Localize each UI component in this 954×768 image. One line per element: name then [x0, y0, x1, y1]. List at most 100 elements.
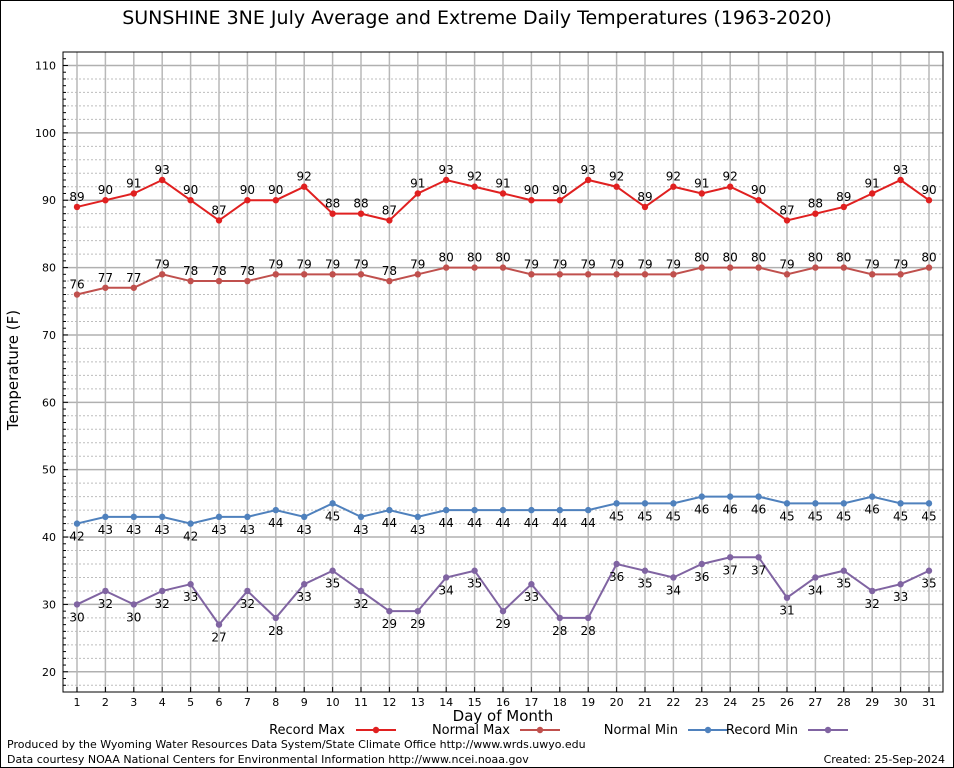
- record-max-data-label: 91: [694, 176, 709, 190]
- normal-min-data-label: 43: [126, 523, 141, 537]
- x-tick-label: 4: [159, 696, 166, 709]
- normal-max-point: [641, 271, 649, 278]
- normal-max-point: [727, 264, 734, 271]
- normal-max-data-label: 79: [609, 257, 624, 271]
- record-min-data-label: 28: [552, 624, 567, 638]
- normal-min-data-label: 43: [353, 523, 368, 537]
- normal-max-point: [357, 271, 365, 278]
- record-max-data-label: 90: [751, 183, 766, 197]
- normal-min-point: [329, 500, 336, 507]
- x-tick-label: 5: [187, 696, 194, 709]
- x-tick-label: 31: [922, 696, 936, 709]
- record-min-point: [244, 587, 251, 595]
- x-tick-label: 29: [865, 696, 879, 709]
- record-min-data-label: 35: [836, 577, 851, 591]
- normal-max-data-label: 77: [126, 271, 141, 285]
- normal-min-data-label: 45: [779, 509, 794, 523]
- normal-max-point: [499, 264, 507, 271]
- normal-min-point: [528, 506, 535, 514]
- record-max-point: [641, 203, 649, 211]
- legend-label-normal-max: Normal Max: [432, 723, 510, 738]
- record-max-point: [130, 190, 137, 197]
- x-tick-label: 9: [301, 696, 308, 709]
- record-min-data-label: 29: [382, 617, 397, 631]
- record-max-data-label: 90: [98, 183, 113, 197]
- record-min-point: [613, 560, 620, 568]
- record-min-point: [727, 554, 734, 561]
- normal-min-point: [613, 500, 620, 507]
- normal-min-data-label: 45: [836, 509, 851, 523]
- record-max-data-label: 90: [183, 183, 198, 197]
- record-min-point: [925, 567, 933, 574]
- normal-min-data-label: 45: [637, 509, 652, 523]
- legend-marker-record-min: [824, 726, 832, 734]
- normal-max-point: [783, 271, 791, 278]
- record-max-data-label: 87: [779, 203, 794, 217]
- footer-produced-by: Produced by the Wyoming Water Resources …: [7, 738, 586, 751]
- normal-min-data-label: 42: [183, 530, 198, 544]
- record-min-data-label: 32: [240, 597, 255, 611]
- x-tick-label: 3: [130, 696, 137, 709]
- x-axis-label: Day of Month: [453, 707, 554, 725]
- normal-max-data-label: 79: [666, 257, 681, 271]
- normal-min-data-label: 44: [495, 516, 510, 530]
- normal-min-point: [215, 513, 223, 521]
- normal-min-data-label: 46: [723, 503, 738, 517]
- x-tick-label: 24: [723, 696, 737, 709]
- normal-min-data-label: 46: [751, 503, 766, 517]
- y-tick-label: 60: [42, 396, 56, 409]
- normal-min-data-label: 44: [268, 516, 283, 530]
- normal-min-data-label: 44: [467, 516, 482, 530]
- record-max-data-label: 90: [921, 183, 936, 197]
- record-min-point: [499, 607, 507, 615]
- normal-min-point: [386, 506, 393, 514]
- normal-max-point: [613, 271, 620, 278]
- record-max-point: [556, 197, 563, 204]
- record-min-data-label: 34: [439, 583, 454, 597]
- normal-max-data-label: 79: [524, 257, 539, 271]
- record-max-point: [443, 176, 450, 184]
- normal-max-data-label: 80: [495, 251, 510, 265]
- record-max-data-label: 91: [495, 176, 510, 190]
- x-tick-label: 11: [354, 696, 368, 709]
- normal-max-data-label: 79: [353, 257, 368, 271]
- record-max-point: [812, 210, 819, 217]
- record-min-point: [471, 567, 478, 574]
- record-min-point: [159, 587, 166, 595]
- legend: Record Max Normal Max Normal Min Record Min: [269, 723, 848, 738]
- record-max-point: [585, 176, 592, 184]
- y-tick-label: 90: [42, 194, 56, 207]
- normal-min-data-label: 45: [808, 509, 823, 523]
- y-tick-label: 30: [42, 598, 56, 611]
- normal-max-data-label: 79: [637, 257, 652, 271]
- normal-max-point: [869, 271, 876, 278]
- normal-min-point: [357, 513, 365, 521]
- record-max-data-label: 91: [410, 176, 425, 190]
- y-axis-label: Temperature (F): [4, 310, 22, 431]
- record-max-point: [783, 217, 791, 224]
- normal-max-point: [272, 271, 279, 278]
- record-max-data-label: 87: [211, 203, 226, 217]
- y-tick-label: 110: [35, 59, 56, 72]
- record-min-point: [897, 581, 904, 588]
- record-max-point: [925, 197, 933, 204]
- record-max-point: [73, 203, 81, 211]
- record-max-point: [244, 197, 251, 204]
- record-max-point: [613, 183, 620, 190]
- series: [73, 176, 933, 628]
- legend-marker-normal-max: [536, 726, 544, 734]
- normal-min-point: [869, 493, 876, 500]
- x-tick-label: 6: [216, 696, 223, 709]
- normal-min-point: [755, 493, 762, 500]
- record-min-data-label: 33: [524, 590, 539, 604]
- normal-min-data-label: 44: [524, 516, 539, 530]
- x-tick-label: 21: [638, 696, 652, 709]
- normal-min-data-label: 46: [694, 503, 709, 517]
- normal-max-data-label: 79: [893, 257, 908, 271]
- normal-max-data-label: 79: [410, 257, 425, 271]
- record-min-point: [670, 574, 677, 581]
- record-max-point: [414, 190, 421, 197]
- record-min-data-label: 31: [779, 604, 794, 618]
- normal-min-data-label: 45: [325, 509, 340, 523]
